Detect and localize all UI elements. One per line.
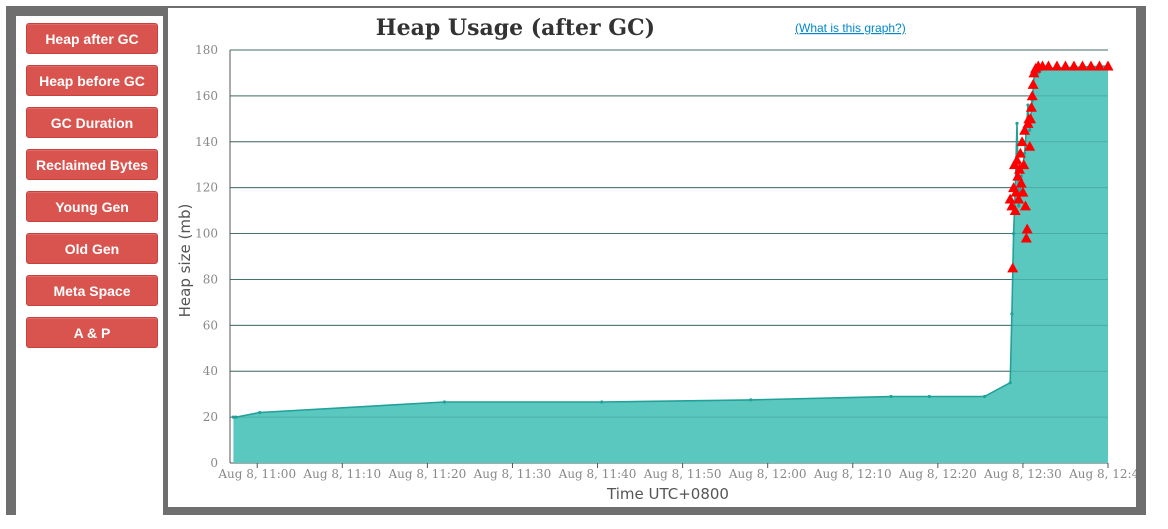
heap-before-gc-button[interactable]: Heap before GC bbox=[26, 65, 158, 96]
full-gc-marker bbox=[1025, 113, 1037, 124]
a-and-p-button[interactable]: A & P bbox=[26, 317, 158, 348]
reclaimed-bytes-button[interactable]: Reclaimed Bytes bbox=[26, 149, 158, 180]
x-tick-label: Aug 8, 11:50 bbox=[643, 467, 722, 481]
heap-area bbox=[233, 66, 1108, 463]
y-tick-label: 100 bbox=[195, 227, 218, 241]
x-tick-label: Aug 8, 11:30 bbox=[473, 467, 552, 481]
full-gc-marker bbox=[1026, 90, 1038, 101]
heap-usage-chart: Heap Usage (after GC) (What is this grap… bbox=[176, 15, 1147, 503]
sidebar: Heap after GC Heap before GC GC Duration… bbox=[16, 16, 163, 515]
full-gc-marker bbox=[1007, 262, 1019, 273]
heap-point bbox=[889, 394, 893, 399]
full-gc-marker bbox=[1019, 124, 1031, 135]
full-gc-marker bbox=[1051, 60, 1063, 71]
heap-line bbox=[233, 65, 1109, 418]
heap-after-gc-button[interactable]: Heap after GC bbox=[26, 23, 158, 54]
full-gc-marker bbox=[1019, 200, 1031, 211]
full-gc-marker bbox=[1018, 159, 1030, 170]
x-tick-label: Aug 8, 12:10 bbox=[813, 467, 892, 481]
heap-point bbox=[1008, 381, 1012, 385]
full-gc-marker bbox=[1004, 193, 1016, 204]
y-axis-label: Heap size (mb) bbox=[176, 204, 194, 318]
heap-point bbox=[600, 400, 604, 404]
heap-point bbox=[1017, 204, 1021, 208]
heap-point bbox=[983, 394, 987, 399]
heap-point bbox=[1026, 103, 1030, 107]
young-gen-button[interactable]: Young Gen bbox=[26, 191, 158, 222]
full-gc-marker bbox=[1016, 136, 1028, 147]
y-tick-label: 180 bbox=[195, 43, 218, 57]
full-gc-marker bbox=[1015, 177, 1027, 188]
what-is-this-graph-link[interactable]: (What is this graph?) bbox=[795, 21, 906, 35]
heap-point bbox=[1010, 312, 1014, 316]
heap-point bbox=[442, 400, 446, 404]
area-layer bbox=[230, 49, 1110, 463]
full-gc-marker bbox=[1024, 140, 1036, 151]
x-tick-label: Aug 8, 11:40 bbox=[558, 467, 637, 481]
x-tick-label: Aug 8, 12:30 bbox=[983, 467, 1062, 481]
full-gc-marker bbox=[1013, 193, 1025, 204]
x-tick-label: Aug 8, 12:20 bbox=[898, 467, 977, 481]
y-tick-label: 20 bbox=[203, 410, 218, 424]
old-gen-button[interactable]: Old Gen bbox=[26, 233, 158, 264]
full-gc-marker bbox=[1059, 60, 1071, 71]
y-tick-label: 40 bbox=[203, 364, 218, 378]
full-gc-marker bbox=[1042, 60, 1054, 71]
full-gc-marker bbox=[1012, 170, 1024, 181]
x-tick-label: Aug 8, 12:00 bbox=[728, 467, 807, 481]
full-gc-marker bbox=[1017, 186, 1029, 197]
full-gc-marker bbox=[1011, 154, 1023, 165]
full-gc-marker bbox=[1027, 78, 1039, 89]
full-gc-marker bbox=[1085, 60, 1097, 71]
full-gc-marker bbox=[1102, 60, 1114, 71]
heap-point bbox=[258, 410, 262, 415]
full-gc-marker bbox=[1093, 60, 1105, 71]
x-tick-label: Aug 8, 12:40 bbox=[1068, 467, 1136, 481]
y-tick-label: 160 bbox=[195, 89, 218, 103]
meta-space-button[interactable]: Meta Space bbox=[26, 275, 158, 306]
heap-point bbox=[749, 398, 753, 402]
full-gc-marker bbox=[1014, 147, 1026, 158]
full-gc-marker bbox=[1025, 101, 1037, 112]
full-gc-marker bbox=[1021, 223, 1033, 234]
y-tick-label: 0 bbox=[210, 456, 218, 470]
heap-point bbox=[1015, 121, 1019, 125]
heap-point bbox=[1028, 128, 1032, 132]
y-tick-label: 60 bbox=[203, 318, 218, 332]
y-tick-label: 80 bbox=[203, 272, 218, 286]
heap-point bbox=[927, 394, 931, 399]
x-tick-label: Aug 8, 11:20 bbox=[388, 467, 467, 481]
full-gc-marker bbox=[1009, 205, 1021, 216]
chart-panel: Heap Usage (after GC) (What is this grap… bbox=[168, 8, 1147, 507]
x-tick-label: Aug 8, 11:10 bbox=[302, 467, 381, 481]
y-tick-label: 140 bbox=[195, 135, 218, 149]
chart-title: Heap Usage (after GC) bbox=[376, 15, 655, 41]
gc-duration-button[interactable]: GC Duration bbox=[26, 107, 158, 138]
y-tick-label: 120 bbox=[195, 181, 218, 195]
axes: 0 20 40 60 80 100 120 140 160 180 Aug 8, 11:00 Aug … bbox=[195, 43, 1147, 481]
full-gc-marker bbox=[1020, 232, 1032, 243]
full-gc-marker bbox=[1068, 60, 1080, 71]
x-axis-label: Time UTC+0800 bbox=[606, 485, 729, 503]
full-gc-marker bbox=[1076, 60, 1088, 71]
marker-layer bbox=[1004, 60, 1114, 273]
x-tick-label: Aug 8, 11:00 bbox=[217, 467, 296, 481]
